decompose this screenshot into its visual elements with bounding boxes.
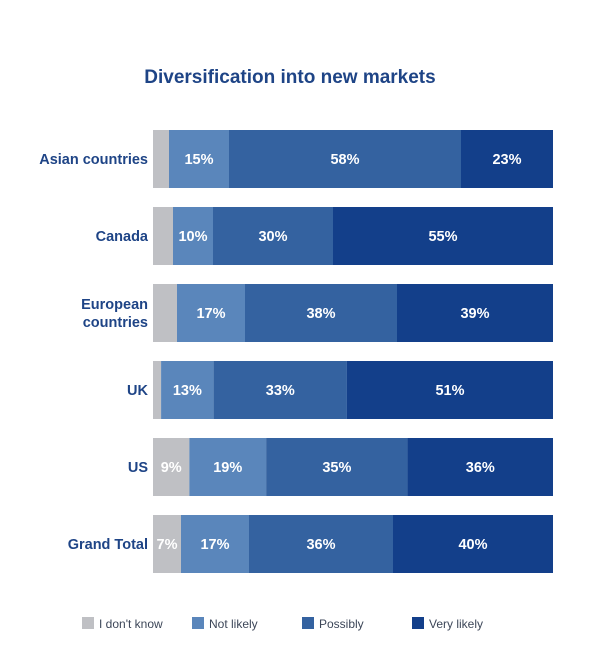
bar-segment: [177, 284, 245, 342]
data-label: 13%: [173, 383, 202, 399]
category-label: Asian countries: [39, 152, 148, 168]
data-label: 17%: [196, 306, 225, 322]
legend: I don't know Not likely Possibly Very likel…: [82, 617, 483, 631]
data-label: 35%: [322, 460, 351, 476]
category-label: Grand Total: [68, 537, 148, 553]
bar-segment: [213, 361, 347, 419]
data-label: 38%: [306, 306, 335, 322]
bar-segment: [213, 207, 333, 265]
data-label: 36%: [466, 460, 495, 476]
bar-segment: [161, 361, 214, 419]
data-label: 9%: [161, 460, 182, 476]
data-label: 10%: [178, 229, 207, 245]
data-label: 51%: [435, 383, 464, 399]
legend-label: Very likely: [429, 617, 483, 631]
bar-segment: [169, 130, 229, 188]
data-label: 15%: [184, 152, 213, 168]
category-label: European: [81, 297, 148, 313]
bar-segment: [153, 284, 177, 342]
bar-segment: [393, 515, 553, 573]
legend-swatch: [302, 617, 314, 629]
data-label: 40%: [458, 537, 487, 553]
data-label: 7%: [157, 537, 178, 553]
category-label: UK: [127, 383, 148, 399]
category-label: countries: [83, 315, 148, 331]
bar-segment: [266, 438, 408, 496]
data-label: 39%: [460, 306, 489, 322]
bar-segment: [153, 438, 190, 496]
chart-title: Diversification into new markets: [144, 67, 435, 88]
legend-swatch: [192, 617, 204, 629]
legend-swatch: [412, 617, 424, 629]
bar-segment: [153, 130, 169, 188]
legend-label: Not likely: [209, 617, 258, 631]
data-label: 30%: [258, 229, 287, 245]
bar-segment: [407, 438, 553, 496]
bar-segment: [245, 284, 397, 342]
data-label: 55%: [428, 229, 457, 245]
category-label: Canada: [96, 229, 149, 245]
bar-segment: [461, 130, 553, 188]
data-label: 19%: [213, 460, 242, 476]
data-label: 33%: [266, 383, 295, 399]
data-label: 23%: [492, 152, 521, 168]
category-label: US: [128, 460, 148, 476]
bars-layer: 15% 58% 23% 10% 30% 55% 17% 38% 39% 13% 33% 51% 9% 19…: [153, 130, 553, 573]
bar-segment: [333, 207, 553, 265]
legend-swatch: [82, 617, 94, 629]
legend-label: I don't know: [99, 617, 163, 631]
category-labels: Asian countries Canada European countries UK…: [39, 152, 149, 553]
bar-segment: [153, 207, 173, 265]
bar-segment: [153, 361, 162, 419]
data-label: 58%: [330, 152, 359, 168]
data-label: 36%: [306, 537, 335, 553]
bar-segment: [153, 515, 181, 573]
data-label: 17%: [200, 537, 229, 553]
bar-segment: [229, 130, 461, 188]
bar-segment: [173, 207, 213, 265]
bar-segment: [346, 361, 553, 419]
bar-segment: [249, 515, 393, 573]
bar-segment: [189, 438, 267, 496]
bar-segment: [397, 284, 553, 342]
bar-segment: [181, 515, 249, 573]
legend-label: Possibly: [319, 617, 364, 631]
